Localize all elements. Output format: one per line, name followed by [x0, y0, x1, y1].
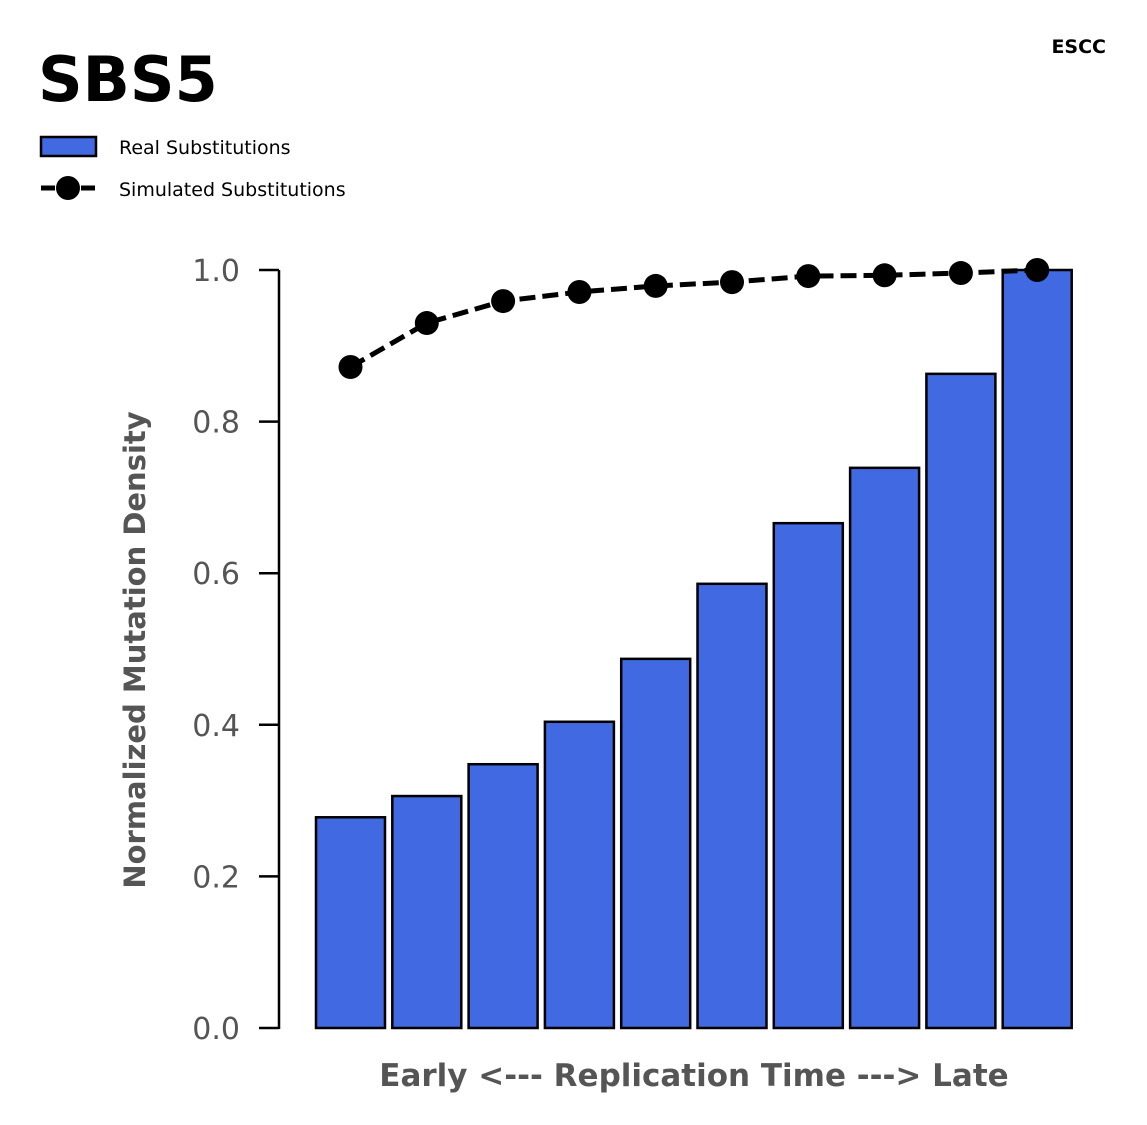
y-tick-label: 0.4: [192, 709, 240, 744]
simulated-point: [796, 264, 821, 289]
bar: [314, 816, 387, 1030]
simulated-point: [1025, 258, 1050, 282]
bar: [772, 521, 845, 1030]
bar: [1001, 268, 1073, 1030]
simulated-point: [720, 270, 744, 295]
y-axis-label: Normalized Mutation Density: [118, 411, 152, 888]
bar: [848, 466, 921, 1030]
y-tick-label: 0.2: [192, 860, 240, 895]
y-tick-label: 0.6: [192, 557, 240, 592]
simulated-point: [948, 261, 973, 286]
legend-bar-swatch: [39, 135, 98, 158]
legend-label-simulated: Simulated Substitutions: [119, 179, 346, 201]
y-tick-label: 0.8: [192, 406, 240, 441]
simulated-point: [338, 355, 363, 380]
chart-subtitle: ESCC: [1051, 36, 1106, 58]
bar: [467, 762, 539, 1030]
simulated-point: [491, 289, 516, 314]
simulated-point: [643, 273, 668, 298]
chart-title: SBS5: [38, 43, 218, 116]
x-axis-label: Early <--- Replication Time ---> Late: [379, 1058, 1008, 1094]
bar: [696, 582, 768, 1030]
bar: [391, 794, 463, 1030]
bar: [543, 720, 616, 1030]
bar: [619, 657, 692, 1030]
simulated-point: [567, 279, 592, 304]
y-tick-label: 1.0: [192, 254, 240, 289]
simulated-line: [349, 267, 1038, 370]
simulated-point: [872, 263, 897, 288]
legend-marker: [56, 176, 80, 200]
legend: Real Substitutions Simulated Substitutio…: [39, 135, 346, 201]
simulated-point: [414, 311, 439, 336]
y-tick-label: 0.0: [192, 1012, 240, 1047]
legend-label-real: Real Substitutions: [119, 137, 291, 159]
bar: [925, 372, 997, 1030]
